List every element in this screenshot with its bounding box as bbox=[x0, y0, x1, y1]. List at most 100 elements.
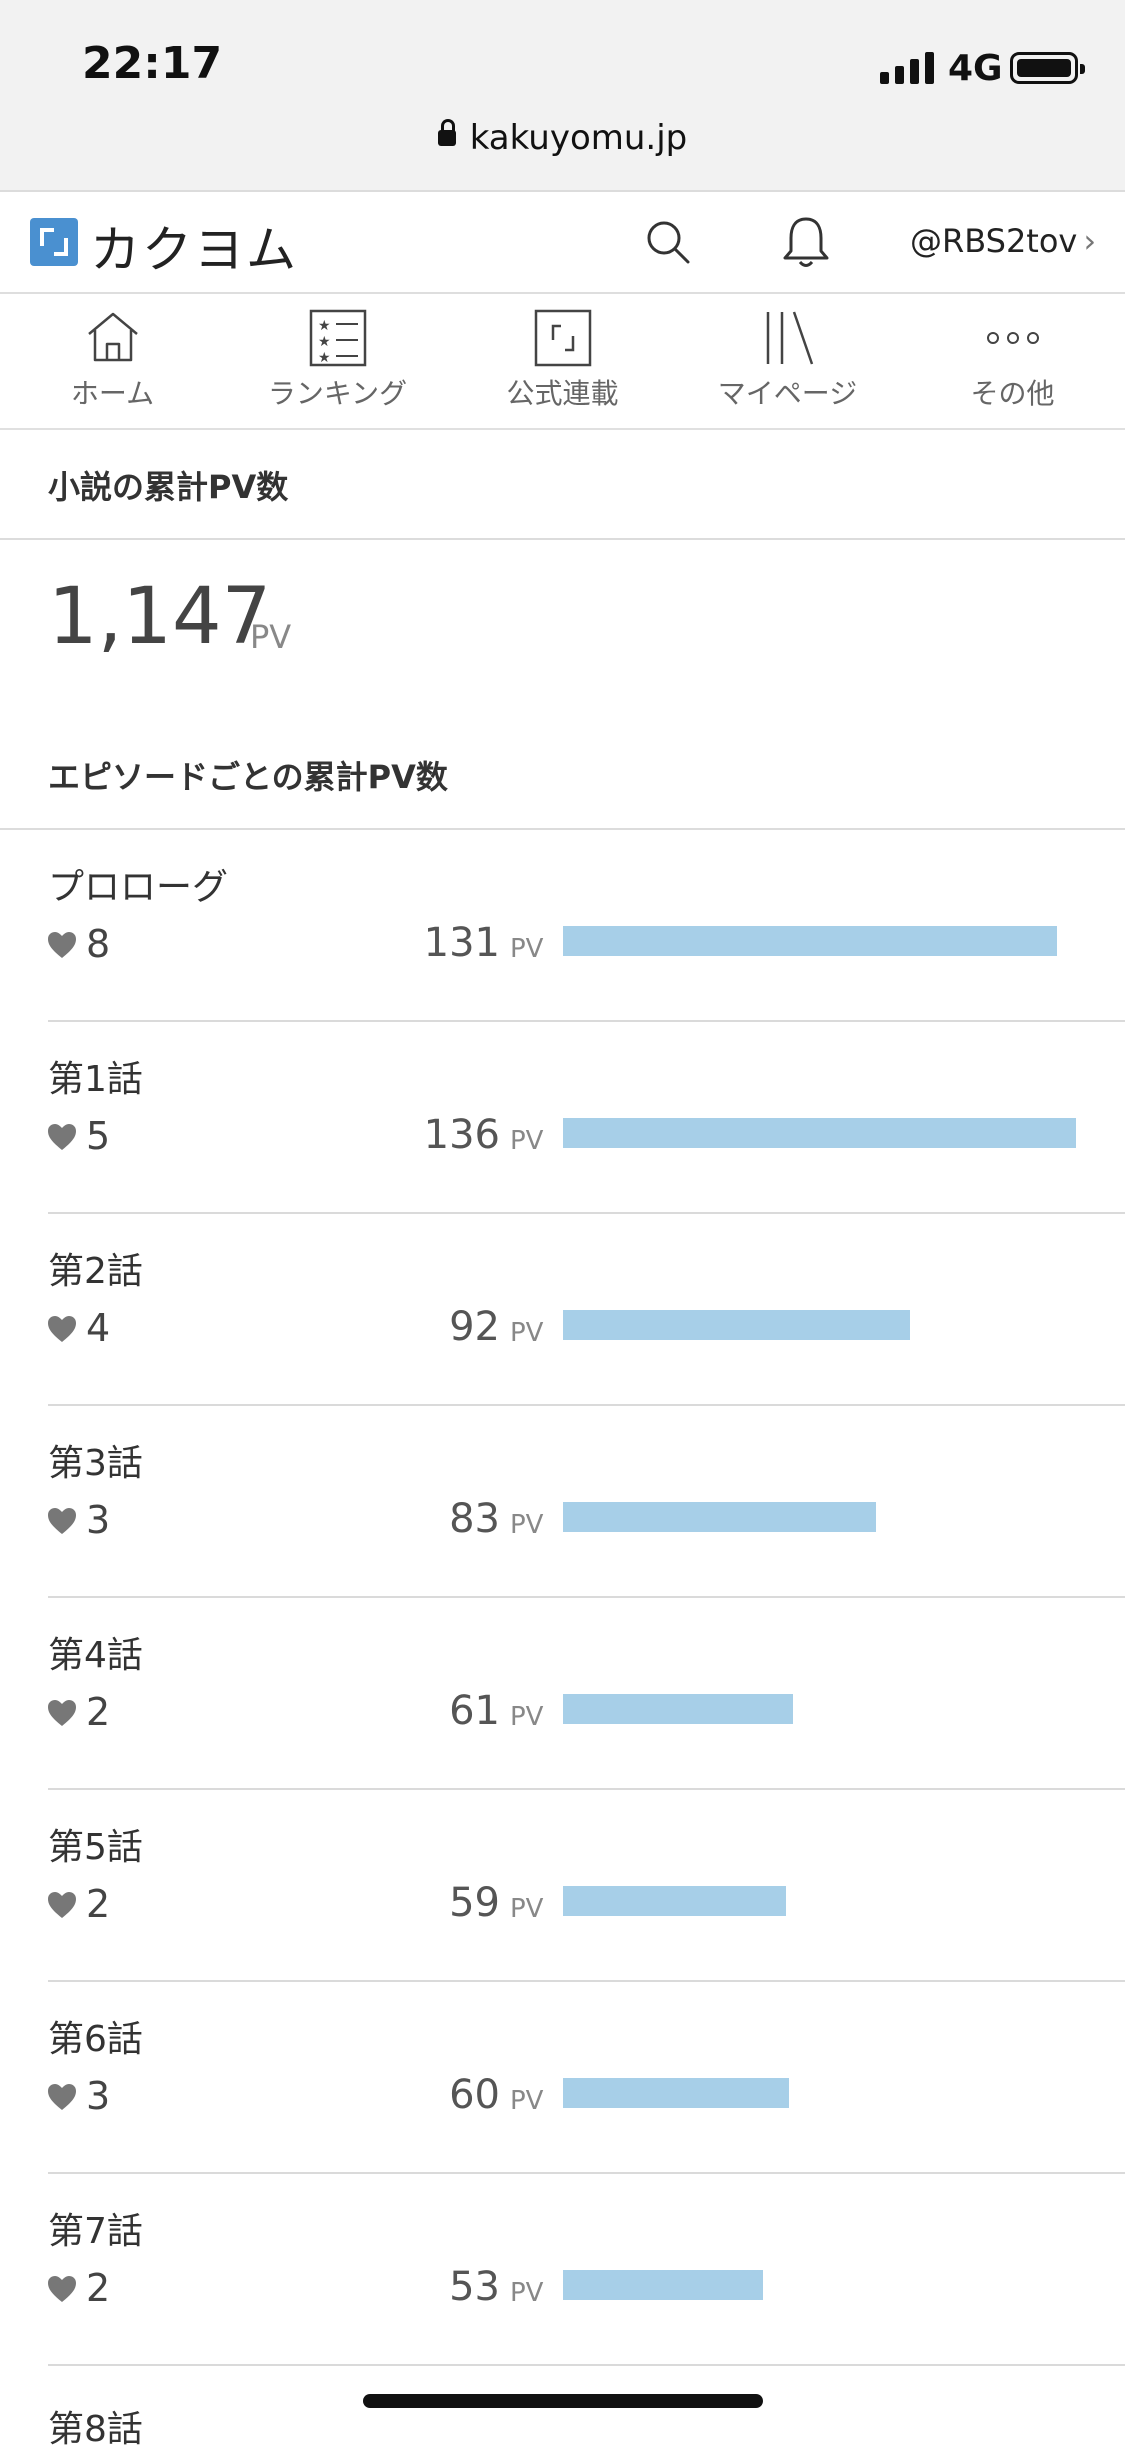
heart-icon bbox=[48, 2276, 76, 2302]
episode-title[interactable]: 第2話 bbox=[48, 1251, 143, 1292]
mypage-icon bbox=[766, 311, 813, 365]
episode-title[interactable]: 第1話 bbox=[48, 1059, 143, 1100]
divider bbox=[0, 828, 1125, 830]
pv-bar bbox=[563, 2270, 763, 2300]
status-time: 22:17 bbox=[82, 38, 223, 89]
episode-title[interactable]: 第7話 bbox=[48, 2211, 143, 2252]
total-pv-unit: PV bbox=[250, 618, 292, 656]
site-logo[interactable]: カクヨム bbox=[90, 221, 298, 279]
episode-title-partial[interactable]: 第8話 bbox=[48, 2409, 143, 2450]
episode-pv-value: 53 bbox=[449, 2264, 500, 2310]
episode-pv-unit: PV bbox=[510, 934, 544, 964]
episode-row[interactable]: プロローグ 8 131 PV bbox=[0, 830, 1125, 1022]
row-divider bbox=[48, 1980, 1125, 1982]
search-icon[interactable] bbox=[644, 218, 692, 266]
episode-pv-value: 61 bbox=[449, 1688, 500, 1734]
nav-item-mypage[interactable]: マイページ bbox=[675, 294, 900, 428]
nav-item-official[interactable]: 公式連載 bbox=[450, 294, 675, 428]
heart-icon bbox=[48, 1892, 76, 1918]
home-indicator bbox=[363, 2394, 763, 2408]
nav-item-more[interactable]: その他 bbox=[900, 294, 1125, 428]
like-count: 5 bbox=[86, 1114, 111, 1158]
like-count: 8 bbox=[86, 922, 111, 966]
battery-icon bbox=[1010, 52, 1085, 84]
main-nav: ホーム ★ ★ ★ ランキング 公式連載 マイページ その他 bbox=[0, 294, 1125, 430]
nav-item-home[interactable]: ホーム bbox=[0, 294, 225, 428]
divider bbox=[0, 538, 1125, 540]
episode-pv-unit: PV bbox=[510, 1702, 544, 1732]
like-count: 4 bbox=[86, 1306, 111, 1350]
episode-pv-unit: PV bbox=[510, 2086, 544, 2116]
heart-icon bbox=[48, 932, 76, 958]
episode-title[interactable]: プロローグ bbox=[48, 867, 229, 908]
episode-row[interactable]: 第2話 4 92 PV bbox=[0, 1214, 1125, 1406]
heart-icon bbox=[48, 1508, 76, 1534]
episode-row[interactable]: 第7話 2 53 PV bbox=[0, 2174, 1125, 2366]
heart-icon bbox=[48, 2084, 76, 2110]
pv-bar bbox=[563, 1118, 1076, 1148]
nav-label-mypage: マイページ bbox=[717, 377, 858, 410]
nav-item-ranking[interactable]: ★ ★ ★ ランキング bbox=[225, 294, 450, 428]
episode-row[interactable]: 第5話 2 59 PV bbox=[0, 1790, 1125, 1982]
like-count: 2 bbox=[86, 2266, 111, 2310]
row-divider bbox=[48, 1404, 1125, 1406]
bell-icon[interactable] bbox=[780, 214, 832, 270]
row-divider bbox=[48, 2172, 1125, 2174]
nav-label-ranking: ランキング bbox=[267, 377, 408, 410]
episode-title[interactable]: 第3話 bbox=[48, 1443, 143, 1484]
nav-label-more: その他 bbox=[970, 377, 1055, 410]
status-bar: 22:17 4G kakuyomu.jp bbox=[0, 0, 1125, 192]
svg-text:★: ★ bbox=[318, 350, 331, 366]
pv-bar bbox=[563, 1310, 910, 1340]
like-count: 3 bbox=[86, 1498, 111, 1542]
like-count: 2 bbox=[86, 1882, 111, 1926]
episode-row[interactable]: 第6話 3 60 PV bbox=[0, 1982, 1125, 2174]
episode-row[interactable]: 第1話 5 136 PV bbox=[0, 1022, 1125, 1214]
episode-pv-unit: PV bbox=[510, 1126, 544, 1156]
episode-title[interactable]: 第5話 bbox=[48, 1827, 143, 1868]
episode-pv-unit: PV bbox=[510, 1510, 544, 1540]
episode-pv-value: 59 bbox=[449, 1880, 500, 1926]
pv-bar bbox=[563, 926, 1057, 956]
pv-bar bbox=[563, 1502, 876, 1532]
site-header: カクヨム @RBS2tov › bbox=[0, 192, 1125, 294]
episode-row[interactable]: 第3話 3 83 PV bbox=[0, 1406, 1125, 1598]
total-pv-heading: 小説の累計PV数 bbox=[48, 468, 289, 506]
url-text: kakuyomu.jp bbox=[469, 118, 688, 158]
heart-icon bbox=[48, 1316, 76, 1342]
nav-label-home: ホーム bbox=[70, 377, 155, 410]
address-bar[interactable]: kakuyomu.jp bbox=[0, 118, 1125, 158]
user-account-link[interactable]: @RBS2tov › bbox=[910, 222, 1096, 260]
more-icon bbox=[986, 332, 1039, 344]
episode-title[interactable]: 第6話 bbox=[48, 2019, 143, 2060]
svg-text:★: ★ bbox=[318, 334, 331, 350]
ranking-icon: ★★★ bbox=[309, 309, 366, 367]
episode-title[interactable]: 第4話 bbox=[48, 1635, 143, 1676]
heart-icon bbox=[48, 1124, 76, 1150]
pv-bar bbox=[563, 1886, 786, 1916]
nav-label-official: 公式連載 bbox=[506, 377, 619, 410]
episode-pv-value: 92 bbox=[449, 1304, 500, 1350]
episode-pv-value: 60 bbox=[449, 2072, 500, 2118]
chevron-right-icon: › bbox=[1083, 222, 1097, 260]
episode-pv-unit: PV bbox=[510, 1318, 544, 1348]
episode-pv-value: 131 bbox=[423, 920, 500, 966]
signal-icon bbox=[880, 52, 934, 84]
row-divider bbox=[48, 1212, 1125, 1214]
pv-bar bbox=[563, 2078, 789, 2108]
episode-pv-value: 136 bbox=[423, 1112, 500, 1158]
like-count: 3 bbox=[86, 2074, 111, 2118]
svg-text:★: ★ bbox=[318, 318, 331, 334]
total-pv-value: 1,147 bbox=[48, 572, 272, 662]
like-count: 2 bbox=[86, 1690, 111, 1734]
episode-row[interactable]: 第4話 2 61 PV bbox=[0, 1598, 1125, 1790]
row-divider bbox=[48, 2364, 1125, 2366]
episode-pv-value: 83 bbox=[449, 1496, 500, 1542]
heart-icon bbox=[48, 1700, 76, 1726]
episode-pv-unit: PV bbox=[510, 2278, 544, 2308]
row-divider bbox=[48, 1788, 1125, 1790]
pv-bar bbox=[563, 1694, 793, 1724]
network-label: 4G bbox=[948, 48, 1003, 89]
kakuyomu-logo-icon[interactable] bbox=[30, 218, 78, 266]
user-handle: @RBS2tov bbox=[910, 222, 1078, 260]
